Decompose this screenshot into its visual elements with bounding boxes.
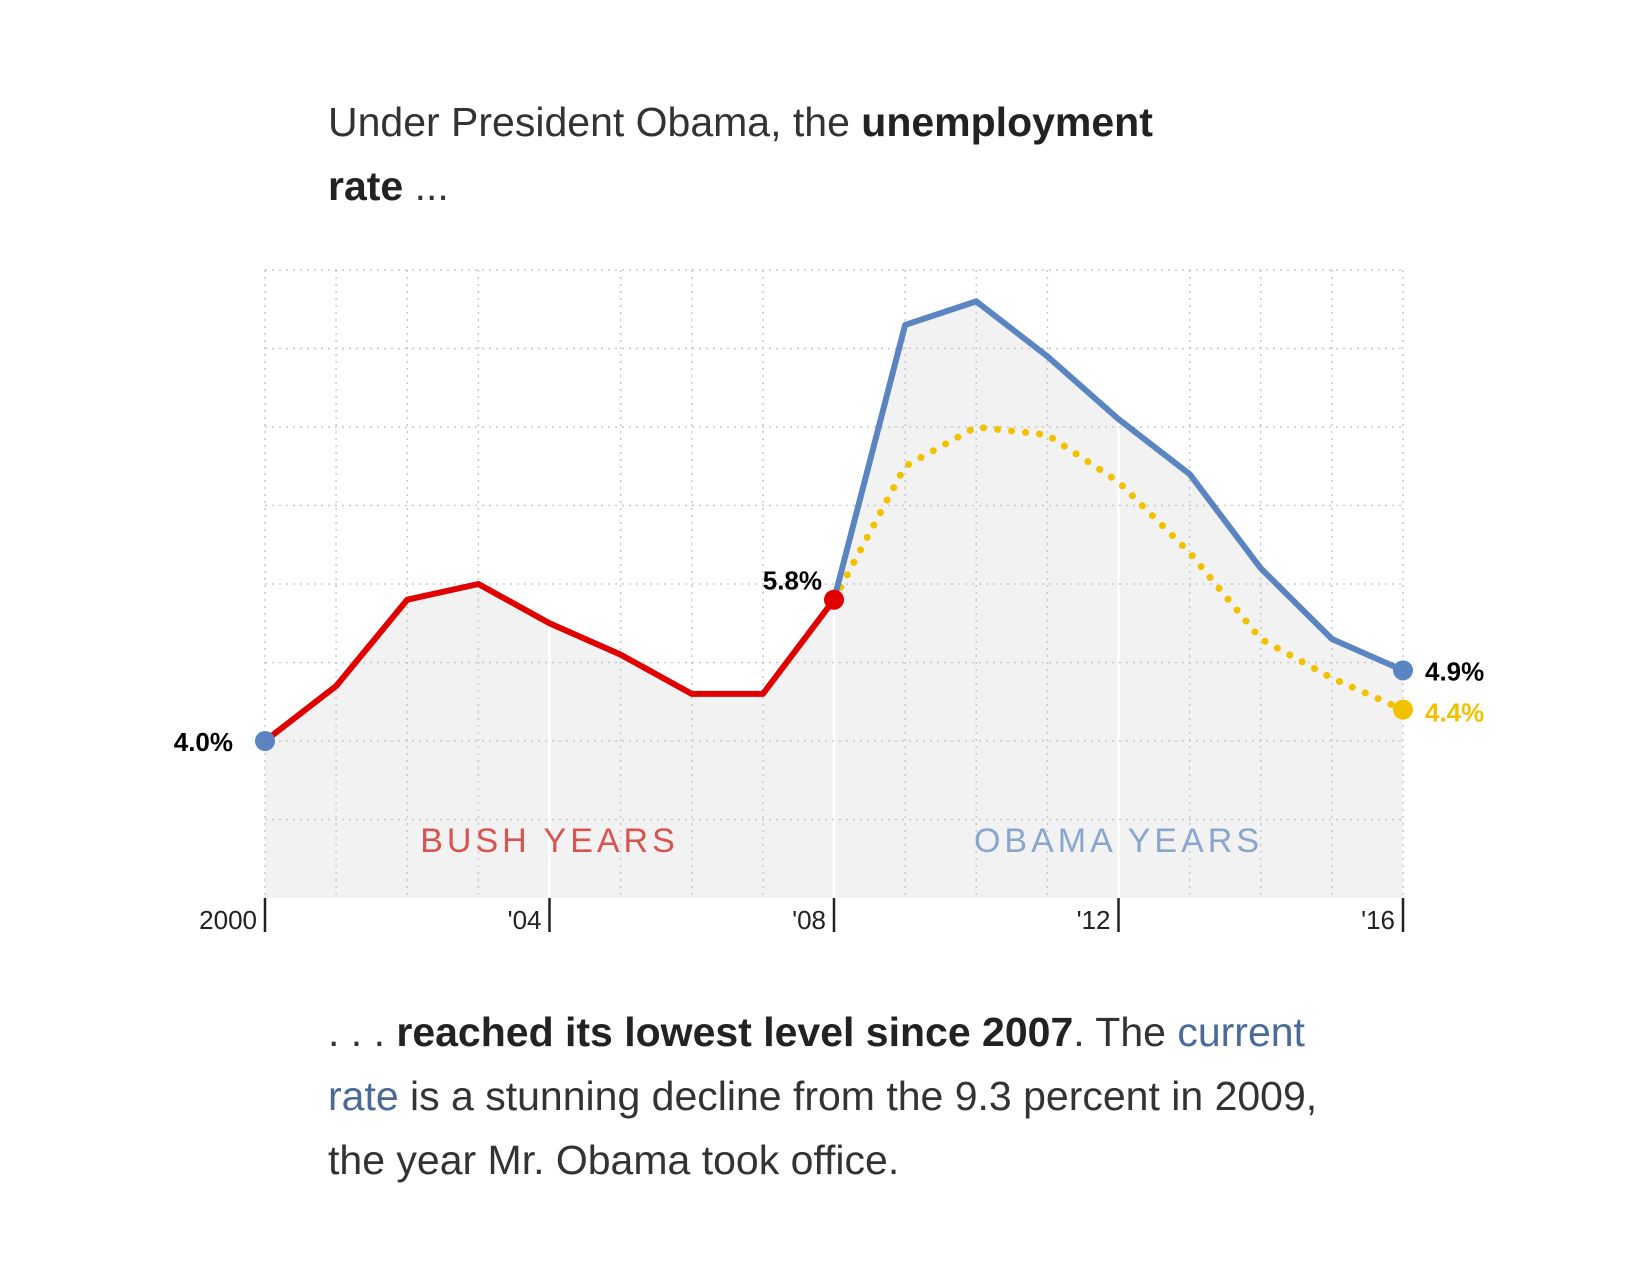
data-label: 5.8% [763, 566, 822, 596]
data-label: 4.0% [174, 727, 233, 757]
footer-bold: reached its lowest level since 2007 [396, 1009, 1074, 1055]
footer-text-2: is a stunning decline from the 9.3 perce… [328, 1073, 1318, 1183]
footer-text: . . . reached its lowest level since 200… [328, 1000, 1328, 1192]
headline: Under President Obama, the unemployment … [328, 90, 1228, 218]
headline-text-after: ... [403, 163, 449, 209]
headline-bold: unemployment rate [328, 99, 1153, 209]
footer-lead: . . . [328, 1009, 397, 1055]
x-tick-label: '08 [792, 905, 826, 935]
period-label: BUSH YEARS [420, 822, 679, 860]
point-start [255, 731, 275, 751]
x-tick-label: '16 [1361, 905, 1395, 935]
series-line-bush [263, 581, 837, 744]
footer-text-1: . The [1073, 1009, 1178, 1055]
point-2008 [824, 589, 844, 610]
x-tick-label: '04 [508, 905, 542, 935]
x-tick-label: 2000 [199, 905, 257, 935]
period-label: OBAMA YEARS [974, 822, 1263, 860]
x-tick-label: '12 [1077, 905, 1111, 935]
unemployment-chart: 4.0% 5.8% 4.9% 4.4% BUSH YEARS OBAMA YEARS 200… [174, 269, 1484, 935]
grid [264, 269, 1404, 898]
current-rate-link[interactable]: current rate [328, 1009, 1305, 1119]
point-end-dotted [1393, 699, 1413, 720]
series-line-obama [831, 298, 1405, 674]
data-label: 4.9% [1425, 656, 1484, 686]
headline-text-before: Under President Obama, the [328, 99, 862, 145]
point-end-obama [1393, 660, 1413, 681]
data-label: 4.4% [1425, 698, 1484, 728]
